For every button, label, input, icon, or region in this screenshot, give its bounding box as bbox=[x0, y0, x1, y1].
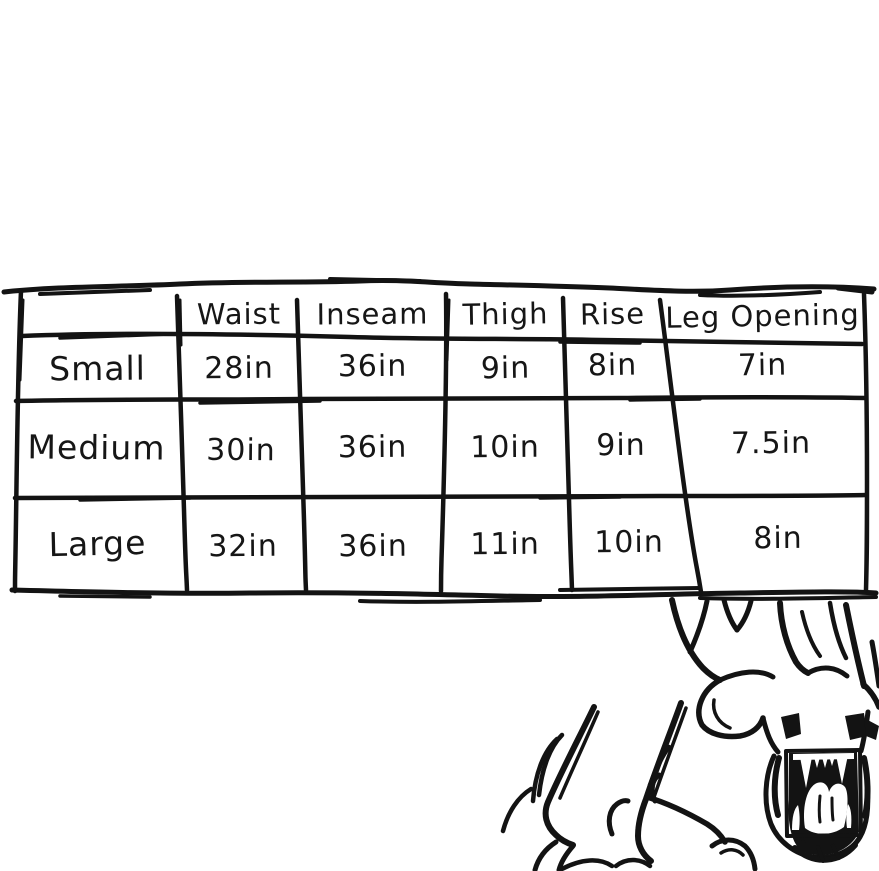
column-header-inseam: Inseam bbox=[316, 296, 429, 331]
cell-medium-thigh: 10in bbox=[470, 429, 540, 466]
antler-rack-icon bbox=[500, 700, 758, 871]
cell-medium-leg-opening: 7.5in bbox=[730, 425, 812, 462]
cell-large-inseam: 36in bbox=[338, 528, 408, 565]
deer-eyes-icon bbox=[781, 713, 879, 740]
cell-medium-waist: 30in bbox=[206, 432, 276, 469]
cell-small-waist: 28in bbox=[204, 350, 274, 386]
deer-mouth-icon bbox=[784, 748, 863, 856]
column-header-leg-rise: Rise bbox=[579, 295, 646, 332]
cell-large-rise: 10in bbox=[594, 524, 664, 561]
cell-large-leg-opening: 8in bbox=[753, 520, 803, 557]
row-label-small: Small bbox=[49, 348, 146, 388]
deer-ear-icon bbox=[696, 677, 879, 740]
cell-small-leg-opening: 7in bbox=[737, 347, 788, 383]
cell-small-rise: 8in bbox=[587, 347, 638, 383]
deer-antlers-icon bbox=[669, 597, 879, 689]
cell-large-waist: 32in bbox=[208, 528, 278, 565]
row-label-medium: Medium bbox=[27, 427, 166, 468]
column-header-thigh: Thigh bbox=[462, 295, 549, 332]
cell-medium-inseam: 36in bbox=[337, 429, 408, 466]
deer-chin-hatch bbox=[792, 840, 858, 863]
cell-small-inseam: 36in bbox=[337, 348, 408, 384]
cell-large-thigh: 11in bbox=[470, 526, 540, 563]
cell-medium-rise: 9in bbox=[596, 427, 646, 464]
cell-small-thigh: 9in bbox=[480, 350, 531, 386]
column-header-waist: Waist bbox=[196, 296, 282, 331]
row-label-large: Large bbox=[48, 522, 147, 565]
